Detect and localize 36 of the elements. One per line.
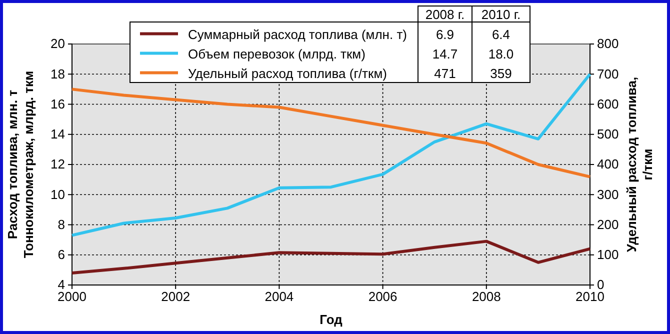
legend-label: Объем перевозок (млрд. ткм) (188, 46, 366, 62)
line-series (70, 88, 592, 178)
annotation: 471 (434, 66, 456, 81)
y2-tick-label: 600 (597, 96, 619, 112)
y-axis-title: Расход топлива, млн. т Тоннокилометраж, млрд. ткм (5, 70, 36, 258)
y2-tick-label: 800 (597, 36, 619, 52)
y-tick-label: 18 (50, 66, 65, 82)
y2-axis-title: Удельный расход топлива, г/ткм (624, 76, 655, 252)
y2-tick-label: 300 (597, 186, 619, 202)
x-tick-label: 2008 (472, 289, 501, 304)
annotation: 14.7 (432, 46, 458, 62)
annotation: 359 (490, 66, 512, 81)
y-tick-label: 6 (58, 247, 65, 262)
legend-label: Удельный расход топлива (г/ткм) (188, 66, 387, 81)
legend-label: Суммарный расход топлива (млн. т) (188, 26, 407, 42)
y-tick-label: 14 (50, 126, 65, 142)
y2-tick-label: 700 (597, 66, 619, 82)
x-tick-label: 2004 (264, 289, 294, 304)
y2-tick-label: 100 (597, 247, 619, 262)
x-tick-label: 2006 (368, 289, 398, 304)
y2-tick-label: 200 (597, 216, 619, 232)
annotation: 18.0 (488, 46, 514, 62)
y-tick-label: 10 (50, 186, 65, 202)
y-tick-label: 16 (50, 96, 65, 112)
y2-tick-label: 400 (597, 156, 619, 172)
y-tick-label: 8 (58, 216, 65, 232)
y-tick-label: 12 (50, 156, 65, 172)
y-tick-label: 20 (50, 36, 65, 52)
text: 2008 г. (425, 7, 465, 22)
y2-tick-label: 500 (597, 126, 619, 142)
text: 2010 г. (481, 7, 521, 22)
x-tick-label: 2002 (161, 289, 190, 304)
x-axis-title: Год (320, 312, 344, 327)
line-series (70, 240, 592, 274)
text: 6.4 (492, 26, 510, 42)
text: 6.9 (436, 26, 454, 42)
